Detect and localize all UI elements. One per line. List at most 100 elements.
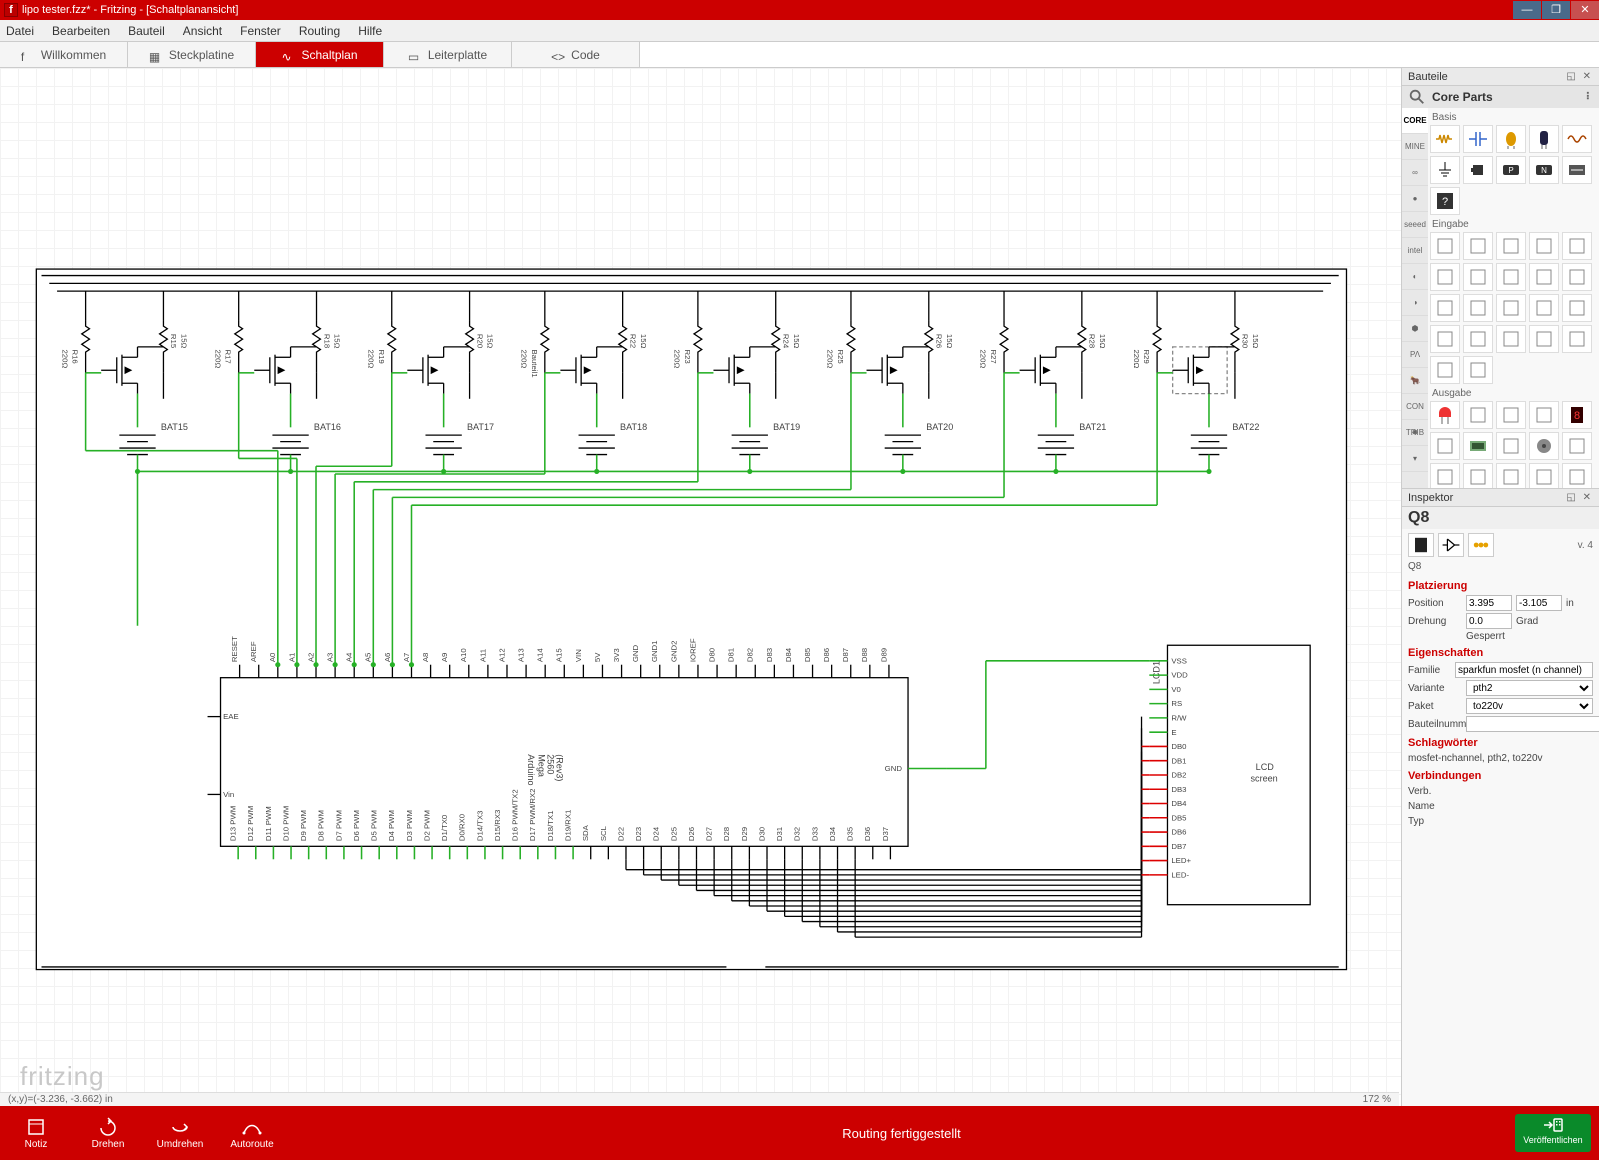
rotation-input[interactable]	[1466, 613, 1512, 629]
part-tile-mic[interactable]	[1562, 294, 1592, 322]
menu-fenster[interactable]: Fenster	[240, 24, 281, 38]
parts-cat-11[interactable]: CON TRIB	[1402, 394, 1428, 420]
prop-Bauteilnumm-input[interactable]	[1466, 716, 1599, 732]
part-tile-7seg[interactable]: 8	[1562, 401, 1592, 429]
part-tile-ir[interactable]	[1529, 294, 1559, 322]
part-tile-p-label[interactable]: P	[1496, 156, 1526, 184]
parts-cat-0[interactable]: CORE	[1402, 108, 1428, 134]
part-tile-led[interactable]	[1430, 401, 1460, 429]
tab-willkommen[interactable]: fWillkommen	[0, 42, 128, 67]
part-tile-stepper[interactable]	[1496, 463, 1526, 488]
prop-Familie-input[interactable]	[1455, 662, 1593, 678]
part-tile-capacitor[interactable]	[1463, 125, 1493, 153]
svg-text:GND2: GND2	[669, 641, 678, 663]
parts-cat-4[interactable]: seeed	[1402, 212, 1428, 238]
part-tile-photocell[interactable]	[1562, 263, 1592, 291]
minimize-button[interactable]: —	[1513, 1, 1541, 19]
part-tile-header[interactable]	[1529, 232, 1559, 260]
position-y-input[interactable]	[1516, 595, 1562, 611]
part-tile-net-label[interactable]	[1562, 156, 1592, 184]
part-tile-pot[interactable]	[1430, 232, 1460, 260]
part-tile-inductor[interactable]	[1562, 125, 1592, 153]
part-tile-mystery[interactable]: ?	[1430, 187, 1460, 215]
part-tile-motor[interactable]	[1529, 432, 1559, 460]
parts-cat-7[interactable]: ◑	[1402, 290, 1428, 316]
part-tile-slide[interactable]	[1496, 263, 1526, 291]
menu-bearbeiten[interactable]: Bearbeiten	[52, 24, 110, 38]
parts-cat-13[interactable]: ▾	[1402, 446, 1428, 472]
part-tile-resistor[interactable]	[1430, 125, 1460, 153]
tab-code[interactable]: <>Code	[512, 42, 640, 67]
parts-cat-8[interactable]: ⬢	[1402, 316, 1428, 342]
part-tile-crystal[interactable]	[1430, 356, 1460, 384]
part-tile-fan[interactable]	[1529, 463, 1559, 488]
part-tile-ground[interactable]	[1430, 156, 1460, 184]
part-tile-servo[interactable]	[1463, 463, 1493, 488]
part-tile-dip[interactable]	[1496, 232, 1526, 260]
part-tile-bar[interactable]	[1430, 432, 1460, 460]
parts-panel-controls[interactable]: ◱ ✕	[1566, 71, 1593, 82]
part-tile-lcd[interactable]	[1463, 432, 1493, 460]
part-tile-rotary[interactable]	[1430, 263, 1460, 291]
parts-cat-10[interactable]: 🐂	[1402, 368, 1428, 394]
menu-datei[interactable]: Datei	[6, 24, 34, 38]
part-tile-lamp[interactable]	[1463, 401, 1493, 429]
part-tile-cap-ceramic[interactable]	[1496, 125, 1526, 153]
part-tile-buzzer[interactable]	[1430, 463, 1460, 488]
menu-bauteil[interactable]: Bauteil	[128, 24, 165, 38]
parts-cat-2[interactable]: ∞	[1402, 160, 1428, 186]
watermark: fritzing	[20, 1061, 105, 1092]
close-button[interactable]: ✕	[1571, 1, 1599, 19]
part-tile-speaker[interactable]	[1562, 432, 1592, 460]
maximize-button[interactable]: ❐	[1542, 1, 1570, 19]
part-tile-encoder[interactable]	[1496, 294, 1526, 322]
tab-schaltplan[interactable]: ∿Schaltplan	[256, 42, 384, 67]
part-tile-piezo[interactable]	[1562, 463, 1592, 488]
part-tile-switch[interactable]	[1463, 232, 1493, 260]
part-tile-keypad-g[interactable]	[1430, 325, 1460, 353]
parts-cat-5[interactable]: intel	[1402, 238, 1428, 264]
toolbar-drehen-button[interactable]: Drehen	[72, 1117, 144, 1150]
position-x-input[interactable]	[1466, 595, 1512, 611]
parts-cat-9[interactable]: ΡΛ	[1402, 342, 1428, 368]
schematic-canvas[interactable]: R1515ΩR16220ΩBAT15R1815ΩR17220ΩBAT16R201…	[0, 68, 1401, 1106]
part-tile-tilt[interactable]	[1529, 263, 1559, 291]
publish-button[interactable]: Veröffentlichen	[1515, 1114, 1591, 1152]
part-tile-oled[interactable]	[1496, 432, 1526, 460]
menu-hilfe[interactable]: Hilfe	[358, 24, 382, 38]
part-tile-rfid[interactable]	[1562, 325, 1592, 353]
parts-menu-icon[interactable]: ⠇	[1586, 92, 1593, 103]
menu-routing[interactable]: Routing	[299, 24, 340, 38]
part-tile-thermistor[interactable]	[1430, 294, 1460, 322]
part-tile-relay[interactable]	[1496, 325, 1526, 353]
part-tile-battery[interactable]	[1463, 156, 1493, 184]
tab-steckplatine[interactable]: ▦Steckplatine	[128, 42, 256, 67]
parts-cat-6[interactable]: ◐	[1402, 264, 1428, 290]
search-icon[interactable]	[1408, 88, 1426, 106]
prop-Variante-select[interactable]: pth2	[1466, 680, 1593, 696]
toolbar-notiz-button[interactable]: Notiz	[0, 1117, 72, 1150]
part-tile-n-label[interactable]: N	[1529, 156, 1559, 184]
parts-cat-12[interactable]: ✸	[1402, 420, 1428, 446]
toolbar-umdrehen-button[interactable]: Umdrehen	[144, 1117, 216, 1150]
part-tile-flex[interactable]	[1463, 294, 1493, 322]
part-tile-antenna[interactable]	[1529, 325, 1559, 353]
tab-leiterplatte[interactable]: ▭Leiterplatte	[384, 42, 512, 67]
locked-label[interactable]: Gesperrt	[1466, 631, 1505, 642]
part-tile-ring[interactable]	[1529, 401, 1559, 429]
inspector-view-breadboard-icon[interactable]	[1408, 533, 1434, 557]
part-tile-pushbutton[interactable]	[1463, 263, 1493, 291]
inspector-panel-controls[interactable]: ◱ ✕	[1566, 492, 1593, 503]
toolbar-autoroute-button[interactable]: Autoroute	[216, 1117, 288, 1150]
part-tile-keypad[interactable]	[1463, 325, 1493, 353]
parts-cat-1[interactable]: MINE	[1402, 134, 1428, 160]
inspector-view-schematic-icon[interactable]	[1438, 533, 1464, 557]
menu-ansicht[interactable]: Ansicht	[183, 24, 222, 38]
inspector-view-pcb-icon[interactable]	[1468, 533, 1494, 557]
part-tile-cap-electro[interactable]	[1529, 125, 1559, 153]
parts-cat-3[interactable]: ●	[1402, 186, 1428, 212]
part-tile-coin[interactable]	[1562, 232, 1592, 260]
part-tile-rgb[interactable]	[1496, 401, 1526, 429]
prop-Paket-select[interactable]: to220v	[1466, 698, 1593, 714]
part-tile-tube[interactable]	[1463, 356, 1493, 384]
